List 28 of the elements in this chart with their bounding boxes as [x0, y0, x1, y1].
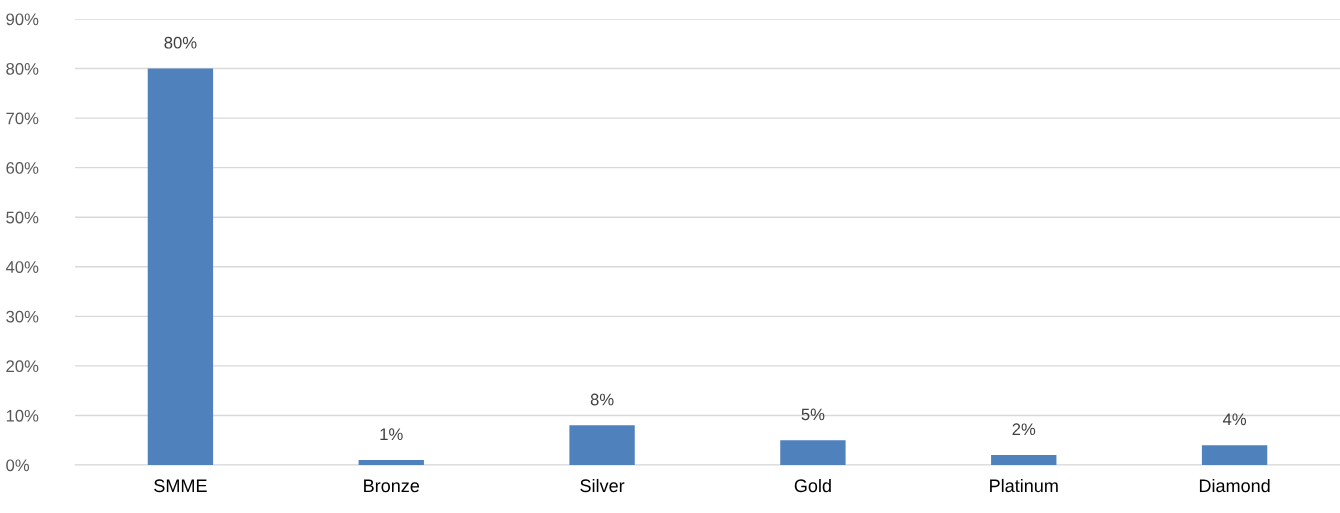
bar — [358, 460, 424, 465]
y-tick-label: 30% — [6, 310, 39, 323]
x-tick-label: Gold — [794, 478, 831, 493]
data-label: 4% — [1222, 413, 1247, 426]
y-tick-label: 60% — [6, 162, 39, 174]
bar — [991, 455, 1057, 465]
data-label: 8% — [590, 393, 614, 406]
bar — [1201, 445, 1268, 465]
data-label: 2% — [1012, 423, 1036, 436]
y-tick-label: 0% — [6, 459, 30, 472]
y-tick-label: 10% — [6, 409, 39, 422]
x-tick-label: Platinum — [990, 478, 1058, 493]
bar — [569, 425, 635, 465]
x-tick-label: Silver — [580, 478, 625, 493]
data-label: 80% — [164, 36, 197, 49]
bar — [147, 68, 214, 465]
data-label: 5% — [801, 408, 825, 421]
y-tick-label: 20% — [6, 360, 39, 373]
x-tick-label: Diamond — [1199, 478, 1270, 493]
bar — [780, 440, 846, 465]
y-tick-label: 50% — [6, 211, 39, 224]
y-tick-label: 70% — [6, 112, 39, 125]
y-tick-label: 80% — [6, 62, 39, 75]
y-tick-label: 40% — [5, 261, 39, 273]
y-tick-label: 90% — [6, 13, 39, 26]
x-tick-label: Bronze — [364, 479, 420, 493]
x-tick-label: SMME — [154, 479, 207, 493]
data-label: 1% — [380, 428, 403, 441]
